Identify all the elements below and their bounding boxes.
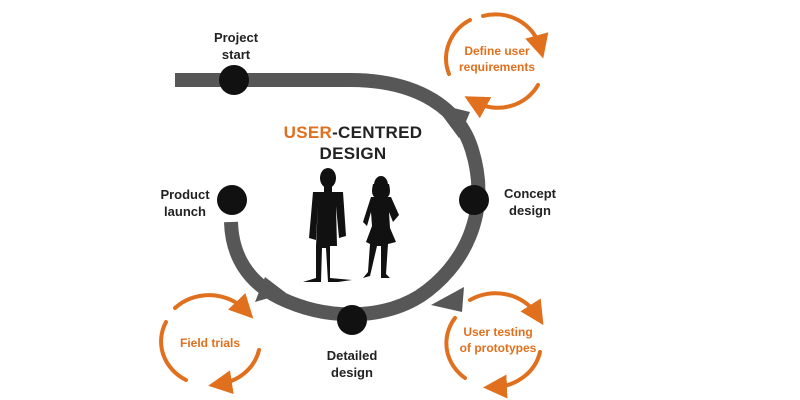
woman-silhouette-icon [363,176,399,278]
title-line2: DESIGN [319,144,387,163]
main-arrowhead-upper [433,103,470,138]
label-field-trials: Field trials [179,336,241,350]
cycle-arrows-icon [444,12,549,119]
cycle-arrows-icon [159,293,261,395]
title-rest: -CENTRED [332,123,423,142]
diagram-title: USER-CENTRED DESIGN [258,122,448,164]
main-arrowhead-lower [431,287,464,312]
node-concept-design [459,185,489,215]
node-detailed-design [337,305,367,335]
title-accent: USER [283,123,333,142]
node-product-launch [217,185,247,215]
man-silhouette-icon [303,168,352,282]
label-user-testing: User testing of prototypes [459,325,537,355]
node-project-start [219,65,249,95]
main-arrowhead-left [255,277,286,302]
label-project-start: Project start [213,30,259,62]
label-define-user-requirements: Define user requirements [458,44,536,74]
label-product-launch: Product launch [160,187,210,219]
cycle-arrows-icon [444,291,544,399]
label-detailed-design: Detailed design [326,348,378,380]
label-concept-design: Concept design [504,186,556,218]
